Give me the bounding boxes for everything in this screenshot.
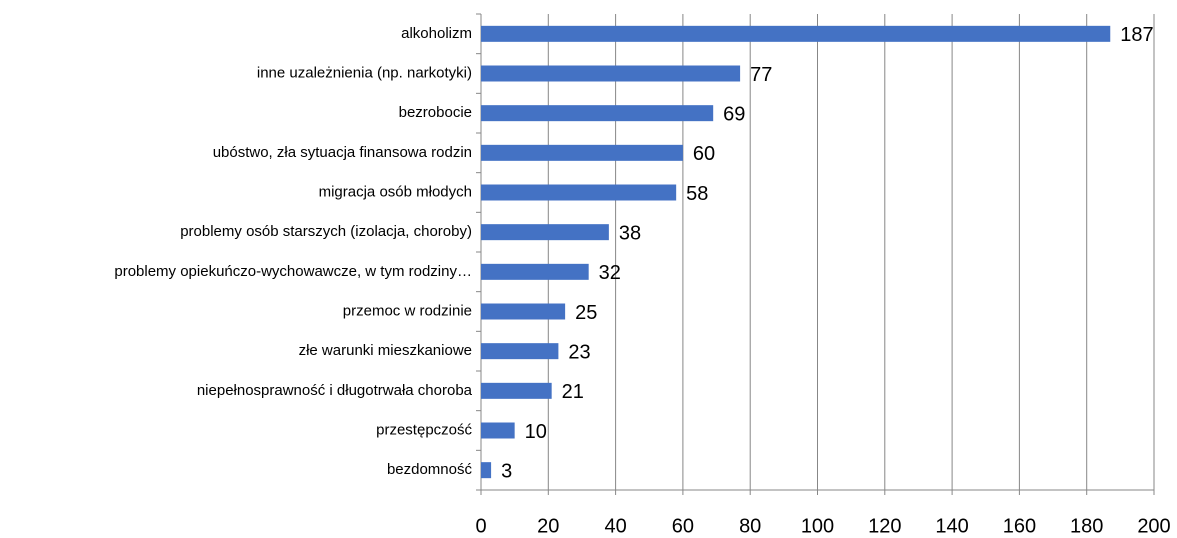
value-label: 10	[525, 421, 547, 443]
bar	[481, 224, 609, 241]
x-tick-label: 180	[1070, 515, 1103, 537]
y-tick-label: złe warunki mieszkaniowe	[299, 342, 472, 359]
y-tick-label: problemy osób starszych (izolacja, choro…	[180, 223, 472, 240]
value-label: 23	[568, 341, 590, 363]
bar	[481, 462, 492, 479]
value-label: 58	[686, 183, 708, 205]
x-tick-label: 120	[868, 515, 901, 537]
y-tick-label: przestępczość	[376, 421, 472, 438]
value-label: 32	[599, 262, 621, 284]
value-label: 187	[1120, 24, 1153, 46]
bar	[481, 422, 515, 439]
bar	[481, 303, 566, 320]
y-tick-label: niepełnosprawność i długotrwała choroba	[197, 382, 473, 399]
y-tick-label: przemoc w rodzinie	[343, 302, 472, 319]
x-tick-label: 160	[1003, 515, 1036, 537]
value-label: 21	[562, 381, 584, 403]
bar	[481, 263, 589, 280]
x-tick-label: 40	[604, 515, 626, 537]
y-tick-label: alkoholizm	[401, 25, 472, 42]
x-tick-label: 200	[1137, 515, 1170, 537]
value-label: 38	[619, 222, 641, 244]
value-label: 77	[750, 64, 772, 86]
y-tick-label: bezdomność	[387, 461, 473, 478]
x-tick-label: 20	[537, 515, 559, 537]
bar	[481, 184, 677, 201]
x-tick-label: 80	[739, 515, 761, 537]
bar	[481, 25, 1111, 42]
x-tick-label: 100	[801, 515, 834, 537]
bar	[481, 105, 714, 122]
y-tick-label: inne uzależnienia (np. narkotyki)	[257, 64, 472, 81]
value-label: 69	[723, 103, 745, 125]
bar	[481, 343, 559, 360]
x-tick-label: 140	[935, 515, 968, 537]
y-tick-label: bezrobocie	[399, 104, 472, 121]
y-tick-label: problemy opiekuńczo-wychowawcze, w tym r…	[114, 263, 472, 280]
value-label: 3	[501, 460, 512, 482]
x-tick-label: 60	[672, 515, 694, 537]
value-label: 25	[575, 302, 597, 324]
bar	[481, 382, 552, 399]
y-tick-label: migracja osób młodych	[319, 183, 472, 200]
bar	[481, 144, 683, 161]
x-tick-label: 0	[475, 515, 486, 537]
value-label: 60	[693, 143, 715, 165]
bar	[481, 65, 741, 82]
y-tick-label: ubóstwo, zła sytuacja finansowa rodzin	[213, 144, 472, 161]
